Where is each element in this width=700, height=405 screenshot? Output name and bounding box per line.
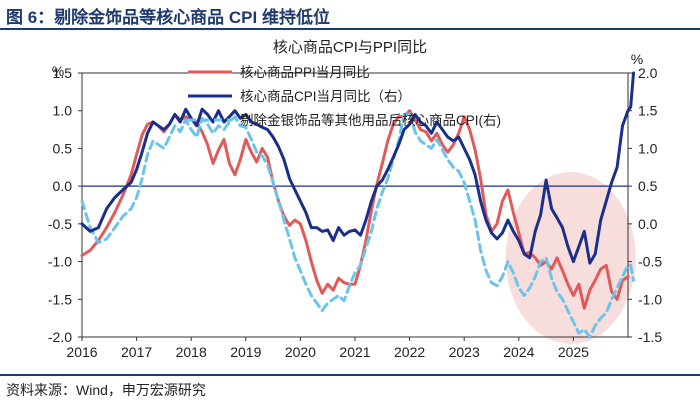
figure-footer: 资料来源：Wind，申万宏源研究 [0, 374, 700, 405]
source-note: 资料来源：Wind，申万宏源研究 [6, 382, 206, 398]
series-line-2 [80, 71, 635, 265]
y-axis-right-unit: % [631, 51, 643, 67]
x-tick-label: 2022 [394, 344, 425, 360]
y-left-tick-label: -1.0 [48, 254, 72, 270]
chart-title: 核心商品CPI与PPI同比 [273, 39, 427, 56]
y-left-tick-label: 1.5 [53, 65, 73, 81]
x-tick-label: 2016 [66, 344, 97, 360]
y-right-tick-label: 1.0 [638, 140, 658, 156]
x-tick-label: 2020 [285, 344, 316, 360]
y-right-tick-label: 0.5 [638, 178, 658, 194]
y-right-tick-label: -0.5 [638, 254, 662, 270]
y-axis-left-unit: % [52, 63, 64, 79]
y-left-tick-label: 1.0 [53, 103, 73, 119]
chart-area: 1.5 1.0 0.5 0.0 -0.5 -1.0 -1.5 -2.0 2.0 1.5 1.0 0.5… [0, 30, 700, 370]
x-tick-label: 2021 [339, 344, 370, 360]
x-tick-label: 2018 [176, 344, 207, 360]
x-tick-label: 2019 [230, 344, 261, 360]
y-left-tick-label: 0.0 [53, 178, 73, 194]
legend-label-3: 剔除金银饰品等其他用品后核心商品CPI(右) [240, 112, 501, 128]
y-right-tick-label: -1.5 [638, 329, 662, 345]
figure-title: 图 6：剔除金饰品等核心商品 CPI 维持低位 [6, 8, 330, 27]
x-tick-label: 2025 [558, 344, 589, 360]
y-right-tick-label: 1.5 [638, 103, 658, 119]
y-right-tick-label: 0.0 [638, 216, 658, 232]
x-tick-label: 2017 [121, 344, 152, 360]
legend-label-2: 核心商品CPI当月同比（右） [240, 89, 411, 104]
figure-header: 图 6：剔除金饰品等核心商品 CPI 维持低位 [0, 0, 700, 30]
x-tick-label: 2024 [503, 344, 534, 360]
y-left-tick-label: 0.5 [53, 140, 73, 156]
y-left-tick-label: -1.5 [48, 291, 72, 307]
series-line-3 [80, 110, 635, 339]
y-right-tick-label: 2.0 [638, 65, 658, 81]
line-chart: 1.5 1.0 0.5 0.0 -0.5 -1.0 -1.5 -2.0 2.0 1.5 1.0 0.5… [48, 39, 662, 360]
x-tick-label: 2023 [449, 344, 480, 360]
y-left-tick-label: -2.0 [48, 329, 72, 345]
legend-label-1: 核心商品PPI当月同比 [240, 65, 370, 80]
y-right-tick-label: -1.0 [638, 291, 662, 307]
y-left-tick-label: -0.5 [48, 216, 72, 232]
